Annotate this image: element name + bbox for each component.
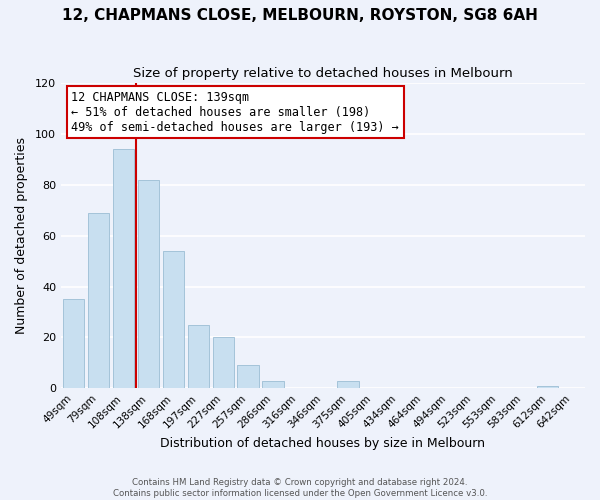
Bar bbox=[137, 180, 159, 388]
Text: Contains HM Land Registry data © Crown copyright and database right 2024.
Contai: Contains HM Land Registry data © Crown c… bbox=[113, 478, 487, 498]
Bar bbox=[537, 386, 558, 388]
Text: 12, CHAPMANS CLOSE, MELBOURN, ROYSTON, SG8 6AH: 12, CHAPMANS CLOSE, MELBOURN, ROYSTON, S… bbox=[62, 8, 538, 22]
Bar bbox=[63, 300, 84, 388]
Bar bbox=[238, 366, 259, 388]
Bar bbox=[212, 338, 234, 388]
X-axis label: Distribution of detached houses by size in Melbourn: Distribution of detached houses by size … bbox=[160, 437, 485, 450]
Bar bbox=[262, 380, 284, 388]
Bar bbox=[163, 251, 184, 388]
Y-axis label: Number of detached properties: Number of detached properties bbox=[15, 137, 28, 334]
Bar bbox=[337, 380, 359, 388]
Text: 12 CHAPMANS CLOSE: 139sqm
← 51% of detached houses are smaller (198)
49% of semi: 12 CHAPMANS CLOSE: 139sqm ← 51% of detac… bbox=[71, 90, 399, 134]
Bar bbox=[88, 213, 109, 388]
Bar bbox=[188, 324, 209, 388]
Bar bbox=[113, 149, 134, 388]
Title: Size of property relative to detached houses in Melbourn: Size of property relative to detached ho… bbox=[133, 68, 513, 80]
